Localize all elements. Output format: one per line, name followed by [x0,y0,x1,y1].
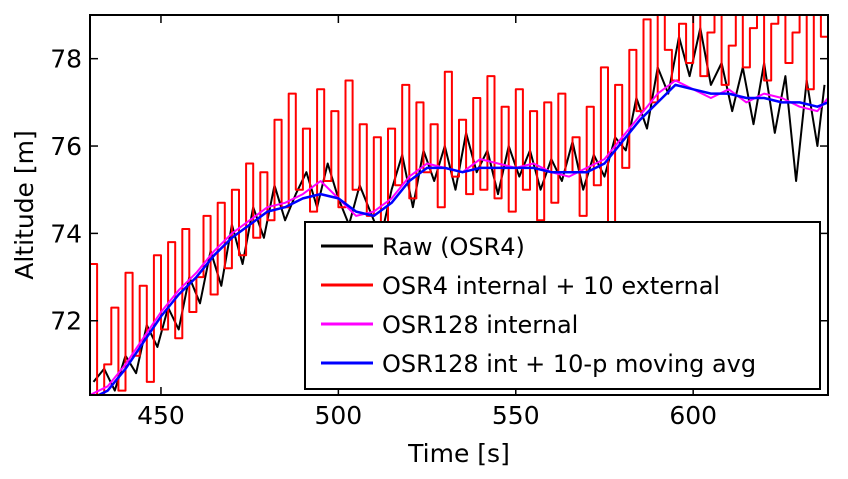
x-tick-label: 500 [315,401,363,430]
y-tick-label: 78 [50,45,82,74]
x-tick-label: 450 [137,401,185,430]
y-tick-label: 76 [50,132,82,161]
series-line-2 [90,15,828,395]
legend-box [304,221,821,390]
legend-label: Raw (OSR4) [382,233,525,261]
plot-frame [89,14,829,396]
legend-label: OSR128 int + 10-p moving avg [382,350,756,378]
y-tick-label: 74 [50,219,82,248]
legend-label: OSR4 internal + 10 external [382,272,720,300]
series-line-1 [92,27,826,392]
legend: Raw (OSR4) OSR4 internal + 10 external OSR… [304,221,821,390]
x-tick-label: 550 [492,401,540,430]
y-axis-label: Altitude [m] [10,130,39,280]
y-tick-label: 72 [50,307,82,336]
x-tick-label: 600 [669,401,717,430]
legend-label: OSR128 internal [382,311,578,339]
series-line-4 [96,83,828,395]
x-axis-label: Time [s] [407,439,510,468]
